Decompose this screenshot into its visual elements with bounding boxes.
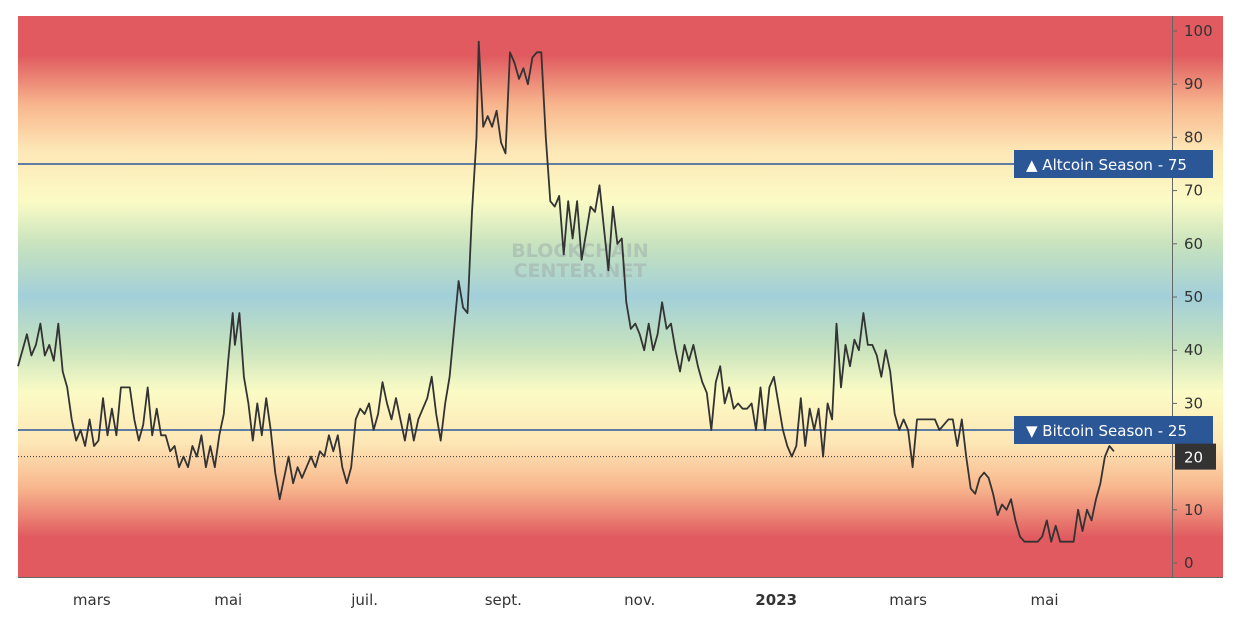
x-tick-label: mai <box>214 591 242 609</box>
y-tick-label: 70 <box>1184 182 1203 200</box>
x-tick-label: mars <box>73 591 111 609</box>
y-tick-label: 100 <box>1184 22 1213 40</box>
current-value-marker: 20 <box>1175 443 1216 470</box>
watermark-line: CENTER.NET <box>514 260 647 282</box>
y-tick-label: 80 <box>1184 128 1203 146</box>
y-tick-label: 60 <box>1184 235 1203 253</box>
y-tick-label: 30 <box>1184 394 1203 412</box>
x-tick-label: juil. <box>350 591 378 609</box>
x-tick-label: mai <box>1031 591 1059 609</box>
x-tick-label: nov. <box>624 591 655 609</box>
current-value-badge <box>1175 443 1216 470</box>
x-tick-label: sept. <box>485 591 522 609</box>
plot-background <box>18 16 1223 577</box>
y-tick-label: 40 <box>1184 341 1203 359</box>
x-axis: mars mai juil. sept. nov. 2023 mars mai <box>73 591 1059 609</box>
reference-badge-label: ▲ Altcoin Season - 75 <box>1026 156 1187 174</box>
series-line <box>17 40 1115 543</box>
x-tick-label: mars <box>889 591 927 609</box>
y-tick-label: 90 <box>1184 75 1203 93</box>
reference-badge <box>1014 416 1213 444</box>
current-value-label: 20 <box>1184 449 1203 467</box>
x-tick-label: 2023 <box>755 591 797 609</box>
watermark-line: BLOCKCHAIN <box>511 240 648 262</box>
reference-lines: ▲ Altcoin Season - 75 ▼ Bitcoin Season - … <box>18 150 1213 458</box>
y-tick-label: 10 <box>1184 501 1203 519</box>
reference-badge <box>1014 150 1213 178</box>
y-tick-label: 50 <box>1184 288 1203 306</box>
y-tick-label: 0 <box>1184 554 1194 572</box>
reference-badge-label: ▼ Bitcoin Season - 25 <box>1026 422 1187 440</box>
